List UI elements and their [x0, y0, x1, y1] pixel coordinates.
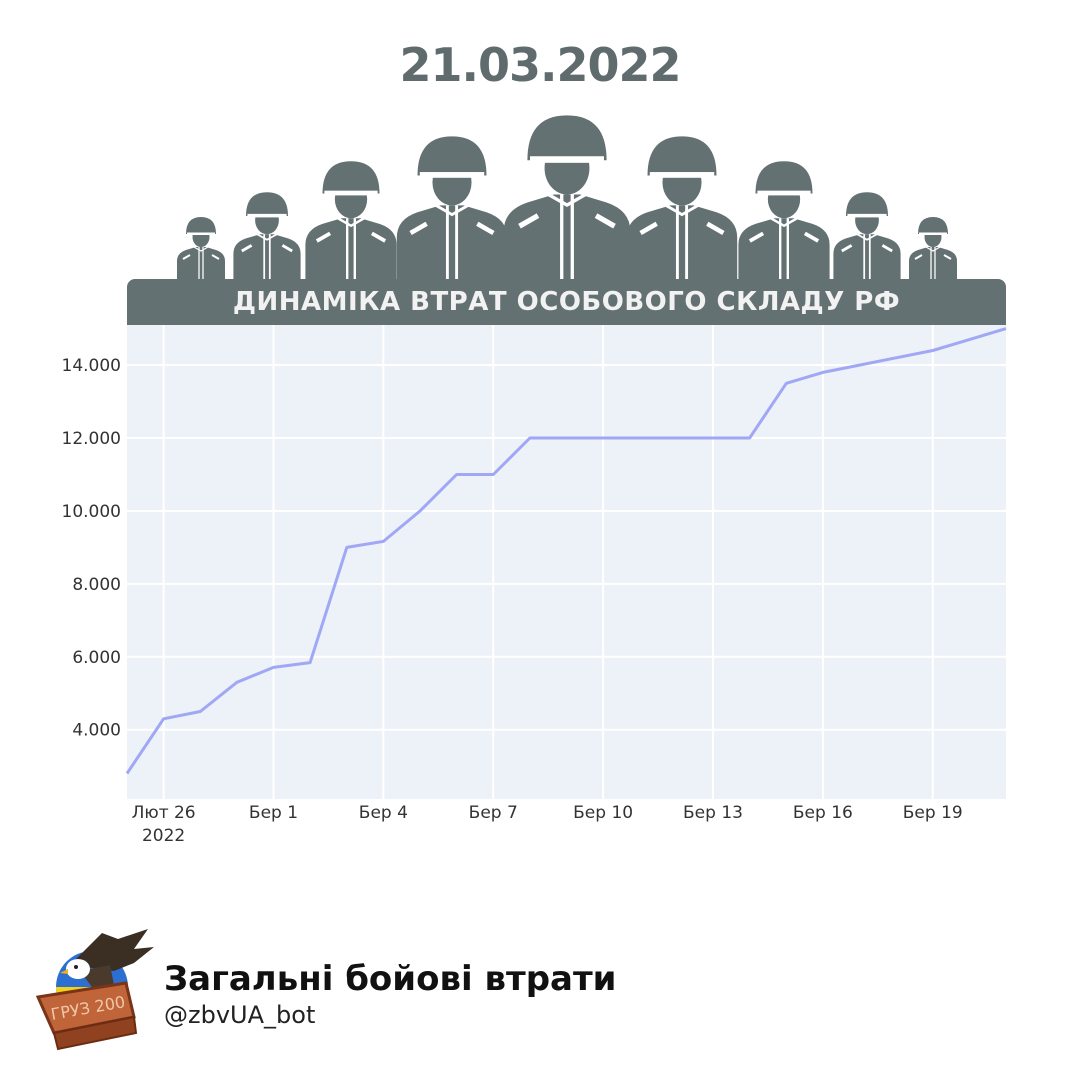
date-heading: 21.03.2022 — [399, 38, 681, 92]
y-tick-label: 4.000 — [72, 721, 121, 741]
x-tick-label: Лют 26 — [132, 803, 196, 823]
x-tick-label: Бер 19 — [903, 803, 963, 823]
soldier-icon — [909, 217, 957, 279]
y-tick-label: 6.000 — [72, 648, 121, 668]
y-tick-label: 10.000 — [62, 502, 121, 522]
soldier-icon — [305, 161, 397, 279]
x-tick-label: Бер 4 — [359, 803, 408, 823]
x-tick-label: Бер 7 — [469, 803, 518, 823]
y-tick-label: 12.000 — [62, 429, 121, 449]
soldier-icon — [833, 192, 901, 279]
x-tick-label: Бер 13 — [683, 803, 743, 823]
soldier-icon — [738, 161, 830, 279]
soldier-icon — [177, 217, 225, 279]
plot-area — [127, 325, 1006, 799]
soldiers-illustration — [177, 115, 957, 279]
eagle-coffin-logo: ГРУЗ 200 — [35, 929, 154, 1051]
x-tick-sublabel: 2022 — [142, 826, 185, 846]
y-tick-label: 14.000 — [62, 356, 121, 376]
footer-handle: @zbvUA_bot — [164, 1001, 316, 1029]
soldier-icon — [233, 192, 301, 279]
x-tick-label: Бер 10 — [573, 803, 633, 823]
x-tick-label: Бер 16 — [793, 803, 853, 823]
line-chart: 4.000 6.000 8.000 10.000 12.000 14.000 Лют 26 2… — [62, 325, 1007, 846]
footer-title: Загальні бойові втрати — [164, 959, 617, 999]
x-tick-label: Бер 1 — [249, 803, 298, 823]
soldier-icon — [396, 136, 508, 279]
y-tick-label: 8.000 — [72, 575, 121, 595]
soldier-icon — [626, 136, 738, 279]
soldier-icon — [503, 115, 631, 279]
chart-title-banner: ДИНАМІКА ВТРАТ ОСОБОВОГО СКЛАДУ РФ — [127, 279, 1006, 325]
